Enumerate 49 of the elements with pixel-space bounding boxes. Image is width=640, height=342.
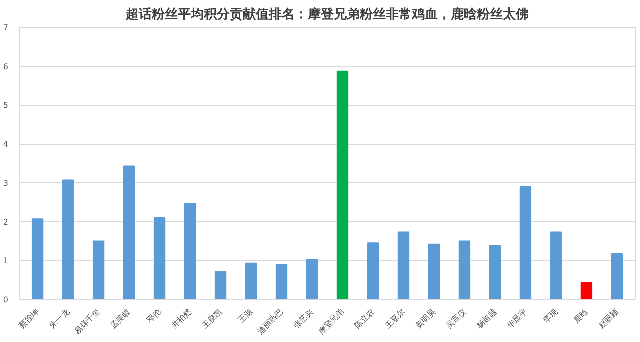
bar bbox=[520, 186, 532, 300]
x-tick-label: 迪丽热巴 bbox=[256, 307, 285, 336]
x-tick-label: 孟美岐 bbox=[109, 307, 132, 331]
y-tick-label: 2 bbox=[3, 218, 9, 227]
bar bbox=[458, 240, 471, 300]
x-tick-label: 张艺兴 bbox=[292, 307, 316, 331]
bar bbox=[245, 262, 258, 300]
x-tick-label: 井柏然 bbox=[170, 307, 194, 331]
y-tick-label: 6 bbox=[3, 62, 9, 72]
bar bbox=[428, 244, 440, 300]
bar bbox=[92, 240, 105, 300]
x-tick-label: 华晨宇 bbox=[506, 307, 529, 331]
bar bbox=[62, 180, 74, 300]
y-tick-label: 7 bbox=[3, 24, 9, 32]
bar bbox=[214, 271, 227, 300]
x-tick-label: 陈立农 bbox=[353, 307, 376, 331]
x-tick-label: 黄明昊 bbox=[414, 307, 438, 331]
y-tick-label: 0 bbox=[3, 296, 9, 304]
bar bbox=[123, 166, 136, 300]
bar bbox=[336, 70, 349, 300]
x-tick-label: 王源 bbox=[236, 307, 254, 325]
y-tick-label: 4 bbox=[3, 140, 9, 150]
bar bbox=[611, 254, 624, 300]
x-tick-label: 朱一龙 bbox=[48, 307, 72, 331]
x-tick-label: 王嘉尔 bbox=[384, 307, 407, 331]
y-tick-label: 1 bbox=[3, 256, 9, 266]
x-tick-label: 邓伦 bbox=[145, 307, 163, 325]
x-tick-label: 李现 bbox=[542, 307, 560, 325]
bar bbox=[154, 217, 166, 300]
y-tick-label: 3 bbox=[3, 178, 9, 188]
x-tick-label: 鹿晗 bbox=[572, 307, 590, 325]
x-tick-label: 杨超越 bbox=[474, 307, 498, 332]
x-tick-label: 易烊千玺 bbox=[72, 307, 102, 336]
x-tick-label: 蔡徐坤 bbox=[18, 307, 41, 331]
chart-title: 超话粉丝平均积分贡献值排名：摩登兄弟粉丝非常鸡血，鹿晗粉丝太佛 bbox=[125, 6, 529, 22]
bar bbox=[306, 258, 318, 300]
x-tick-label: 赵丽颖 bbox=[597, 307, 620, 331]
bar bbox=[398, 232, 410, 300]
x-tick-label: 王俊凯 bbox=[200, 307, 224, 331]
bar bbox=[489, 245, 502, 300]
bar bbox=[580, 282, 593, 300]
bar bbox=[184, 203, 196, 300]
x-tick-label: 吴宣仪 bbox=[444, 307, 468, 331]
bar bbox=[32, 218, 44, 300]
bar bbox=[367, 242, 380, 300]
bar bbox=[550, 232, 562, 300]
bar bbox=[276, 264, 288, 300]
y-tick-label: 5 bbox=[3, 101, 9, 110]
x-tick-label: 摩登兄弟 bbox=[316, 307, 346, 336]
